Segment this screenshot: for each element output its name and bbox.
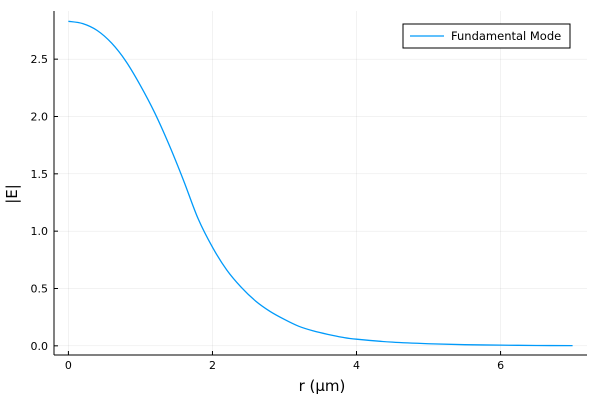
legend-label: Fundamental Mode (451, 29, 561, 43)
y-axis-label: |E| (3, 184, 21, 204)
series-line-fundamental-mode (68, 20, 573, 347)
x-tick-label: 4 (353, 359, 360, 372)
y-tick-label: 0.5 (31, 282, 49, 295)
y-tick-label: 2.5 (31, 53, 49, 66)
y-tick-label: 1.5 (31, 168, 49, 181)
legend: Fundamental Mode (402, 23, 571, 49)
grid (54, 11, 587, 355)
y-tick-label: 2.0 (31, 110, 49, 123)
x-axis-label: r (μm) (299, 377, 346, 395)
y-tick-label: 1.0 (31, 225, 49, 238)
x-tick-label: 2 (209, 359, 216, 372)
series-layer (68, 20, 573, 347)
y-tick-label: 0.0 (31, 340, 49, 353)
x-tick-label: 0 (65, 359, 72, 372)
ticks: 0 2 4 6 0.0 0.5 1.0 1.5 2.0 2.5 (31, 53, 505, 372)
x-tick-label: 6 (497, 359, 504, 372)
axes (53, 11, 587, 356)
